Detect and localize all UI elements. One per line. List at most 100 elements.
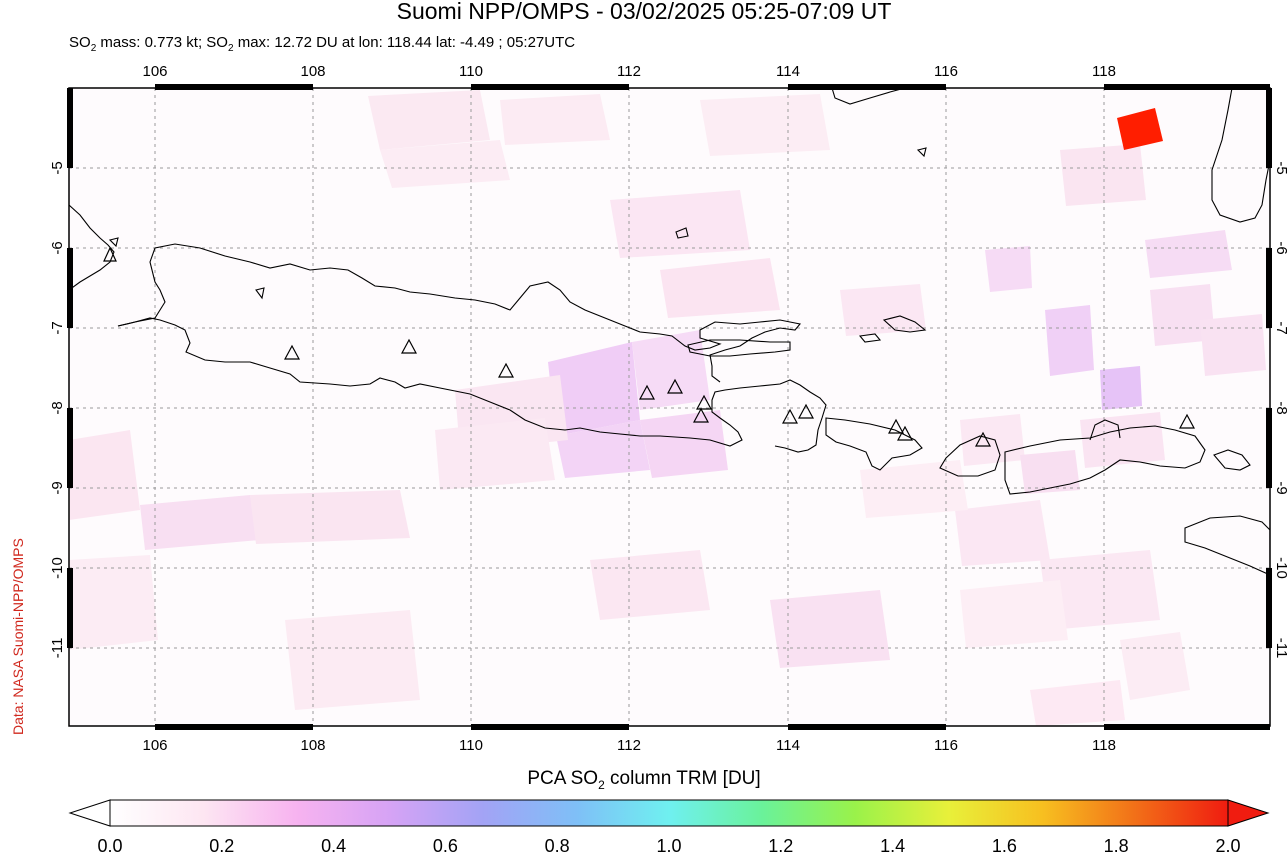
volcano-marker xyxy=(692,407,710,423)
volcano-marker xyxy=(103,246,117,262)
madura-coast xyxy=(687,339,791,357)
lat-ticks-left: -5 -6 -7 -8 -9 -10 -11 xyxy=(49,161,66,658)
lat-tick-label: -11 xyxy=(49,638,66,659)
bali-coast xyxy=(825,417,923,471)
so2-pixel xyxy=(1150,284,1215,346)
lat-tick-label: -9 xyxy=(49,481,66,494)
lon-tick-label: 118 xyxy=(1092,737,1116,754)
colorbar-tick-label: 1.6 xyxy=(991,836,1017,856)
so2-pixel xyxy=(700,94,830,156)
lat-tick-label: -8 xyxy=(1273,401,1288,414)
island-coast xyxy=(916,147,927,158)
java-coast xyxy=(117,317,827,453)
colorbar-max-arrow xyxy=(1227,799,1270,827)
lon-tick-label: 114 xyxy=(776,63,800,80)
colorbar-tick-label: 1.0 xyxy=(656,836,682,856)
lon-tick-label: 116 xyxy=(934,737,958,754)
island-coast xyxy=(108,237,119,248)
volcano-marker xyxy=(400,338,418,354)
sumbawa-coast xyxy=(1004,425,1206,495)
lon-tick-label: 112 xyxy=(617,737,641,754)
map-frame xyxy=(67,84,1272,730)
so2-pixels xyxy=(69,90,1266,726)
so2-max-pixel xyxy=(1117,108,1163,150)
lat-ticks-right: -5 -6 -7 -8 -9 -10 -11 xyxy=(1273,161,1288,658)
so2-pixel xyxy=(610,190,750,258)
colorbar-tick-label: 0.2 xyxy=(209,836,235,856)
so2-pixel xyxy=(1060,144,1146,206)
map-title: Suomi NPP/OMPS - 03/02/2025 05:25-07:09 … xyxy=(396,0,892,24)
volcano-marker xyxy=(283,344,301,360)
volcano-marker xyxy=(1178,413,1196,429)
so2-pixel xyxy=(840,284,926,336)
colorbar-tick-label: 0.0 xyxy=(97,836,123,856)
volcano-marker xyxy=(695,394,713,410)
lat-tick-label: -6 xyxy=(49,241,66,254)
colorbar-tick-label: 1.8 xyxy=(1103,836,1129,856)
island-coast xyxy=(1213,449,1251,471)
so2-pixel xyxy=(1030,680,1125,726)
colorbar-title: PCA SO2 column TRM [DU] xyxy=(527,768,761,792)
coastlines xyxy=(69,88,1270,576)
java-north-coast xyxy=(117,243,802,383)
borneo-coast xyxy=(831,88,906,105)
so2-pixel xyxy=(660,258,780,318)
lat-tick-label: -10 xyxy=(49,557,66,579)
volcano-marker xyxy=(887,418,905,434)
lombok-coast xyxy=(939,435,1001,477)
so2-pixel xyxy=(960,414,1025,466)
lon-tick-label: 108 xyxy=(300,737,325,754)
so2-pixel xyxy=(250,490,410,544)
volcano-marker xyxy=(638,384,656,400)
so2-pixel xyxy=(1040,550,1160,630)
sumatra-coast xyxy=(69,204,115,291)
so2-pixel xyxy=(500,94,610,145)
so2-pixel xyxy=(860,460,968,518)
so2-pixel xyxy=(1020,450,1080,494)
volcano-marker xyxy=(666,378,684,394)
lon-tick-label: 110 xyxy=(459,737,483,754)
lon-tick-label: 112 xyxy=(617,63,641,80)
colorbar-tick-label: 1.4 xyxy=(880,836,906,856)
so2-pixel xyxy=(548,342,640,436)
volcano-marker xyxy=(497,362,515,378)
lat-tick-label: -9 xyxy=(1273,481,1288,494)
lon-tick-label: 118 xyxy=(1092,63,1116,80)
so2-pixel xyxy=(960,580,1068,648)
colorbar xyxy=(68,799,1270,827)
colorbar-tick-label: 1.2 xyxy=(768,836,794,856)
so2-pixel xyxy=(285,610,420,710)
lon-tick-label: 114 xyxy=(776,737,800,754)
so2-pixel xyxy=(435,418,555,490)
lon-tick-label: 106 xyxy=(142,63,167,80)
lat-tick-label: -5 xyxy=(49,161,66,174)
sumba-coast xyxy=(1184,515,1270,576)
volcano-marker xyxy=(896,425,914,441)
so2-pixel xyxy=(640,410,728,478)
lat-tick-label: -5 xyxy=(1273,161,1288,174)
so2-pixel xyxy=(140,495,260,550)
lat-tick-label: -7 xyxy=(1273,321,1288,334)
island-coast xyxy=(882,315,927,333)
lon-ticks-bottom: 106 108 110 112 114 116 118 xyxy=(142,737,1115,754)
colorbar-min-arrow xyxy=(68,799,111,827)
so2-pixel xyxy=(590,550,710,620)
lat-tick-label: -7 xyxy=(49,321,66,334)
volcano-markers xyxy=(103,246,1196,447)
sumbawa-bay xyxy=(1089,419,1121,441)
so2-pixel xyxy=(69,430,140,520)
so2-pixel xyxy=(632,330,710,410)
graticule xyxy=(69,88,1270,726)
so2-pixel xyxy=(69,555,158,650)
lon-tick-label: 108 xyxy=(300,63,325,80)
colorbar-tick-label: 0.6 xyxy=(432,836,458,856)
sulawesi-coast xyxy=(1211,88,1270,223)
volcano-marker xyxy=(797,403,815,419)
so2-pixel xyxy=(1200,314,1266,376)
so2-stats-line: SO2 mass: 0.773 kt; SO2 max: 12.72 DU at… xyxy=(69,34,576,54)
island-coast xyxy=(675,227,689,239)
so2-pixel xyxy=(1100,366,1142,410)
so2-pixel xyxy=(1080,412,1165,468)
so2-pixel xyxy=(1120,632,1190,700)
island-coast xyxy=(858,333,882,343)
